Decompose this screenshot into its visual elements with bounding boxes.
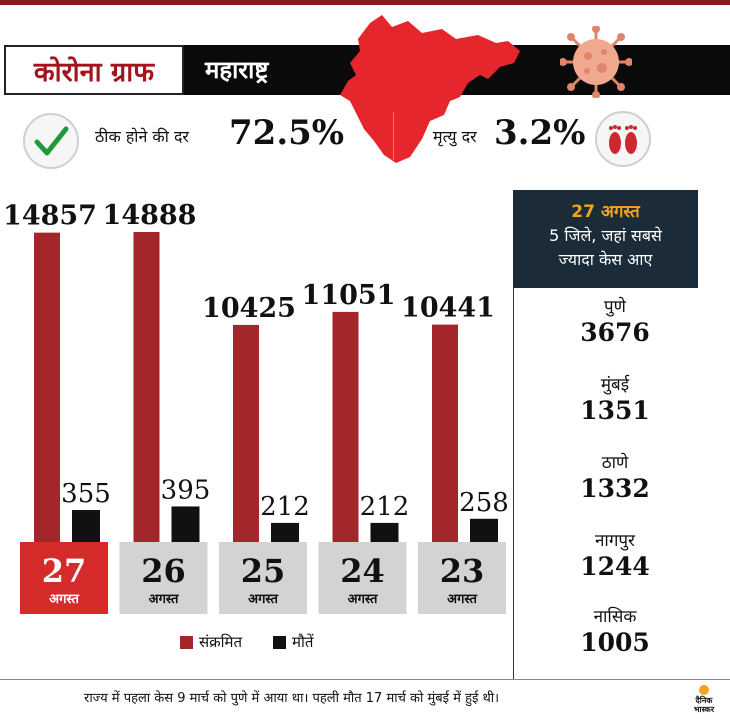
cases-bar	[233, 324, 259, 542]
deaths-bar	[470, 518, 498, 542]
legend-label-cases: संक्रमित	[199, 633, 243, 651]
dainik-bhaskar-logo: दैनिक भास्कर	[694, 685, 715, 714]
deaths-bar	[171, 506, 200, 542]
district-panel-header: 27 अगस्त 5 जिले, जहां सबसे ज्यादा केस आए	[513, 190, 698, 288]
date-month-label: अगस्त	[49, 592, 79, 607]
cases-bar	[34, 232, 60, 542]
district-value: 3676	[580, 318, 650, 347]
svg-text:दैनिक: दैनिक	[695, 695, 714, 705]
cases-bar	[133, 232, 160, 542]
cases-bar	[332, 311, 359, 542]
recovery-rate-label: ठीक होने की दर	[95, 127, 189, 146]
panel-date: 27 अगस्त	[571, 202, 640, 222]
district-value: 1005	[580, 628, 650, 657]
deaths-bar	[72, 510, 100, 542]
panel-divider	[513, 190, 514, 680]
maharashtra-map-icon	[340, 15, 520, 163]
death-rate-label: मृत्यु दर	[433, 127, 477, 146]
cases-value-label: 10425	[202, 293, 296, 324]
district-item: नागपुर 1244	[560, 530, 670, 582]
district-value: 1332	[580, 474, 650, 503]
deaths-value-label: 355	[61, 479, 111, 509]
district-value: 1244	[580, 552, 650, 581]
district-name: नागपुर	[594, 531, 636, 551]
rates-divider	[393, 112, 394, 160]
page-title: कोरोना ग्राफ	[4, 45, 184, 95]
district-item: मुंबई 1351	[560, 374, 670, 426]
panel-subtitle-line1: 5 जिले, जहां सबसे	[549, 226, 662, 245]
district-name: नासिक	[593, 607, 637, 627]
district-item: ठाणे 1332	[560, 452, 670, 504]
district-value: 1351	[580, 396, 650, 425]
check-icon	[23, 113, 79, 169]
cases-value-label: 14888	[103, 200, 197, 231]
cases-value-label: 14857	[3, 201, 97, 232]
date-tile	[20, 542, 108, 614]
date-tile	[119, 542, 208, 614]
date-month-label: अगस्त	[348, 592, 378, 607]
date-day-label: 24	[340, 552, 385, 590]
cases-bar	[432, 324, 458, 542]
deaths-bar	[271, 522, 299, 542]
district-name: ठाणे	[601, 453, 629, 473]
date-day-label: 27	[42, 552, 87, 590]
legend-label-deaths: मौतें	[292, 633, 314, 651]
district-name: मुंबई	[600, 375, 630, 395]
date-month-label: अगस्त	[447, 592, 477, 607]
footer-note: राज्य में पहला केस 9 मार्च को पुणे में आ…	[84, 691, 500, 706]
district-item: पुणे 3676	[560, 296, 670, 348]
deaths-value-label: 258	[459, 488, 509, 518]
date-day-label: 23	[440, 552, 485, 590]
svg-text:भास्कर: भास्कर	[694, 705, 715, 714]
date-day-label: 26	[141, 552, 186, 590]
coronavirus-icon	[560, 26, 632, 98]
panel-subtitle-line2: ज्यादा केस आए	[558, 250, 653, 269]
state-name: महाराष्ट्र	[205, 56, 269, 84]
cases-value-label: 11051	[302, 280, 396, 311]
legend-swatch-deaths	[273, 636, 286, 649]
death-rate-value: 3.2%	[494, 113, 586, 153]
date-tile	[318, 542, 407, 614]
date-day-label: 25	[241, 552, 286, 590]
date-month-label: अगस्त	[248, 592, 278, 607]
top-border	[0, 0, 730, 5]
legend-swatch-cases	[180, 636, 193, 649]
date-tile	[219, 542, 307, 614]
deaths-value-label: 395	[161, 475, 211, 505]
deaths-bar	[370, 522, 399, 542]
deaths-value-label: 212	[360, 492, 410, 522]
footprints-icon	[595, 111, 651, 167]
date-tile	[418, 542, 506, 614]
recovery-rate-value: 72.5%	[229, 113, 345, 153]
cases-deaths-bar-chart: 14857 355 27 अगस्त 14888 395 26 अगस्त 10425 212 25…	[3, 200, 509, 651]
district-item: नासिक 1005	[560, 606, 670, 658]
district-name: पुणे	[604, 297, 626, 317]
footer-divider	[0, 679, 730, 680]
date-month-label: अगस्त	[149, 592, 179, 607]
cases-value-label: 10441	[401, 293, 495, 324]
deaths-value-label: 212	[260, 492, 310, 522]
